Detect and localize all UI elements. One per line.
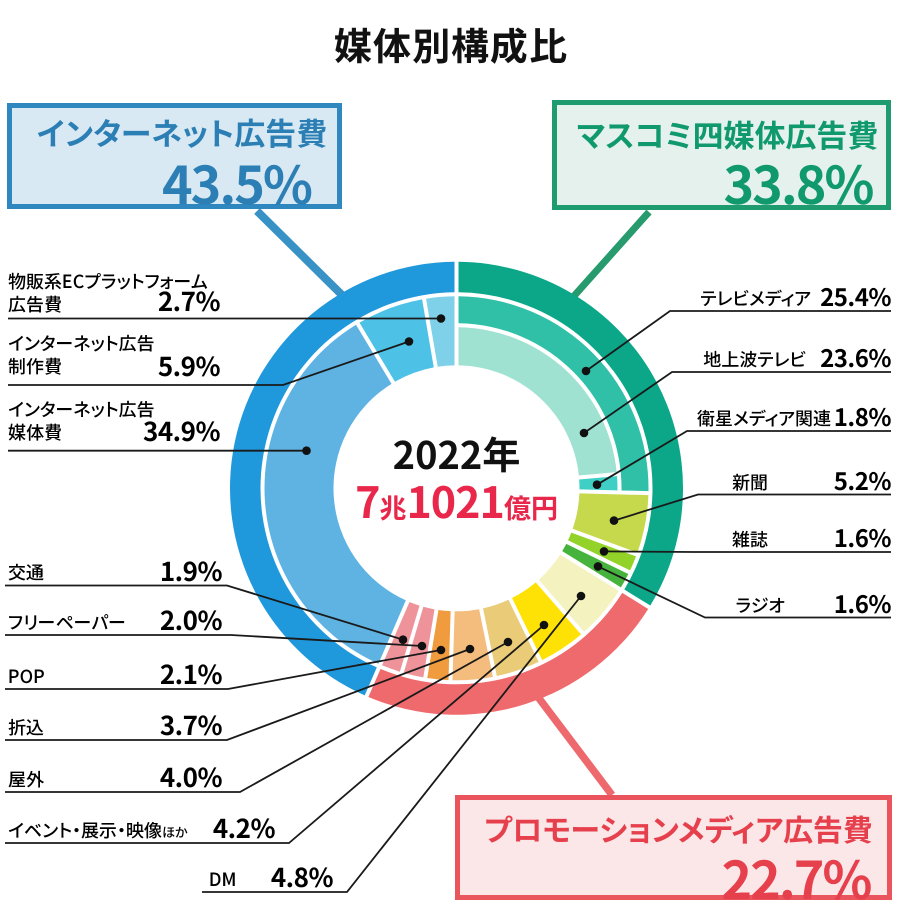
label-free-paper-name: フリーペーパー bbox=[8, 608, 127, 635]
leader-dot-internet-media bbox=[302, 446, 311, 456]
category-box-promotion-media: プロモーションメディア広告費 22.7% bbox=[455, 795, 892, 914]
label-free-paper-value: 2.0% bbox=[159, 601, 223, 638]
leader-line-outdoor bbox=[5, 641, 509, 793]
leader-dot-satellite-media bbox=[592, 480, 602, 490]
center-year: 2022年 bbox=[392, 425, 521, 480]
leader-line-internet-production bbox=[8, 340, 410, 386]
category-box-mass-media: マスコミ四媒体広告費 33.8% bbox=[552, 100, 891, 210]
leader-line-tv-media bbox=[585, 310, 891, 372]
label-satellite-media-value: 1.8% bbox=[833, 398, 892, 433]
label-dm-name: DM bbox=[209, 865, 237, 892]
label-pop-name: POP bbox=[8, 662, 45, 689]
category-box-mass-media-label: マスコミ四媒体広告費 bbox=[576, 111, 879, 156]
label-terrestrial-tv-value: 23.6% bbox=[820, 339, 891, 374]
leader-line-pop bbox=[5, 649, 442, 690]
category-box-internet-value: 43.5% bbox=[161, 144, 313, 219]
label-magazine-name: 雑誌 bbox=[732, 526, 768, 552]
leader-line-radio bbox=[597, 565, 891, 619]
label-event-exhibition-video-name: イベント・展示・映像ほか bbox=[8, 816, 188, 843]
leader-line-transit bbox=[5, 584, 404, 641]
label-radio-name: ラジオ bbox=[735, 591, 785, 618]
leader-dot-transit bbox=[398, 635, 408, 644]
leader-dot-newspaper bbox=[609, 516, 619, 525]
label-transit-value: 1.9% bbox=[159, 551, 223, 589]
label-event-suffix: ほか bbox=[162, 821, 188, 841]
segment-tv-media bbox=[458, 296, 649, 492]
chart-title: 媒体別構成比 bbox=[333, 16, 568, 71]
center-total-value-2: 1021 bbox=[406, 469, 504, 531]
center-total-amount: 7兆1021億円 bbox=[257, 469, 657, 531]
leader-dot-outdoor bbox=[503, 637, 513, 647]
leader-line-insert bbox=[5, 648, 471, 741]
leader-line-dm bbox=[202, 595, 582, 893]
connector-internet bbox=[254, 208, 346, 299]
category-box-internet: インターネット広告費 43.5% bbox=[7, 103, 342, 209]
segment-insert bbox=[452, 609, 493, 681]
leader-dot-terrestrial-tv bbox=[579, 428, 589, 438]
leader-dot-free-paper bbox=[417, 641, 427, 651]
segment-internet-production bbox=[359, 299, 434, 382]
label-newspaper-name: 新聞 bbox=[732, 468, 768, 495]
connector-promotion-media bbox=[535, 694, 615, 798]
label-newspaper-value: 5.2% bbox=[833, 461, 892, 497]
label-terrestrial-tv-name: 地上波テレビ bbox=[703, 346, 806, 372]
category-ring-mass-media bbox=[458, 261, 683, 606]
label-transit-name: 交通 bbox=[8, 559, 44, 585]
leader-dot-internet-production bbox=[404, 337, 414, 346]
label-magazine-value: 1.6% bbox=[833, 519, 892, 554]
segment-outdoor bbox=[483, 599, 539, 677]
label-radio-value: 1.6% bbox=[833, 584, 892, 620]
label-insert-name: 折込 bbox=[8, 713, 44, 740]
center-total-unit-2: 億円 bbox=[503, 487, 558, 526]
category-box-promotion-media-label: プロモーションメディア広告費 bbox=[484, 806, 873, 850]
label-outdoor-name: 屋外 bbox=[8, 765, 44, 792]
leader-dot-event-exhibition-video bbox=[539, 620, 549, 630]
segment-free-paper bbox=[403, 606, 435, 678]
label-internet-media-value: 34.9% bbox=[142, 412, 221, 449]
label-event-exhibition-video-value: 4.2% bbox=[212, 809, 276, 846]
label-internet-media-name: インターネット広告 媒体費 bbox=[8, 396, 155, 445]
leader-dot-magazine bbox=[599, 547, 609, 556]
label-tv-media-value: 25.4% bbox=[820, 278, 891, 313]
center-total-value-1: 7 bbox=[355, 469, 380, 531]
leader-dot-pop bbox=[436, 645, 446, 655]
label-insert-value: 3.7% bbox=[159, 706, 223, 743]
segment-terrestrial-tv bbox=[458, 327, 617, 476]
leader-dot-radio bbox=[593, 562, 603, 571]
category-ring-promotion-media bbox=[368, 592, 649, 715]
label-internet-production-name: インターネット広告 制作費 bbox=[8, 330, 155, 379]
label-pop-value: 2.1% bbox=[159, 655, 223, 692]
label-tv-media-name: テレビメディア bbox=[700, 285, 811, 311]
leader-line-satellite-media bbox=[596, 430, 891, 486]
label-satellite-media-name: 衛星メディア関連 bbox=[697, 405, 831, 431]
leader-line-terrestrial-tv bbox=[583, 371, 891, 434]
leader-line-event-exhibition-video bbox=[5, 624, 545, 844]
category-box-mass-media-value: 33.8% bbox=[723, 144, 874, 219]
leader-dot-dm bbox=[576, 591, 586, 601]
connector-mass-media bbox=[571, 209, 652, 299]
leader-line-newspaper bbox=[613, 493, 891, 522]
category-ring-internet bbox=[230, 261, 455, 696]
label-dm-value: 4.8% bbox=[270, 858, 334, 895]
leader-dot-ec-platform bbox=[436, 314, 446, 323]
leader-line-free-paper bbox=[5, 634, 423, 647]
segment-event-exhibition-video bbox=[512, 582, 582, 661]
label-ec-platform-name: 物販系ECプラットフォーム 広告費 bbox=[8, 268, 208, 317]
leader-dot-insert bbox=[465, 644, 475, 654]
leader-line-magazine bbox=[603, 550, 891, 553]
label-ec-platform-value: 2.7% bbox=[157, 282, 221, 319]
center-total-unit-1: 兆 bbox=[379, 487, 407, 526]
segment-internet-media bbox=[264, 324, 406, 664]
label-outdoor-value: 4.0% bbox=[159, 758, 223, 795]
category-box-internet-label: インターネット広告費 bbox=[37, 109, 328, 154]
segment-ec-platform bbox=[426, 296, 455, 367]
label-internet-production-value: 5.9% bbox=[157, 347, 221, 384]
category-box-promotion-media-value: 22.7% bbox=[721, 839, 872, 914]
leader-dot-tv-media bbox=[581, 366, 591, 376]
